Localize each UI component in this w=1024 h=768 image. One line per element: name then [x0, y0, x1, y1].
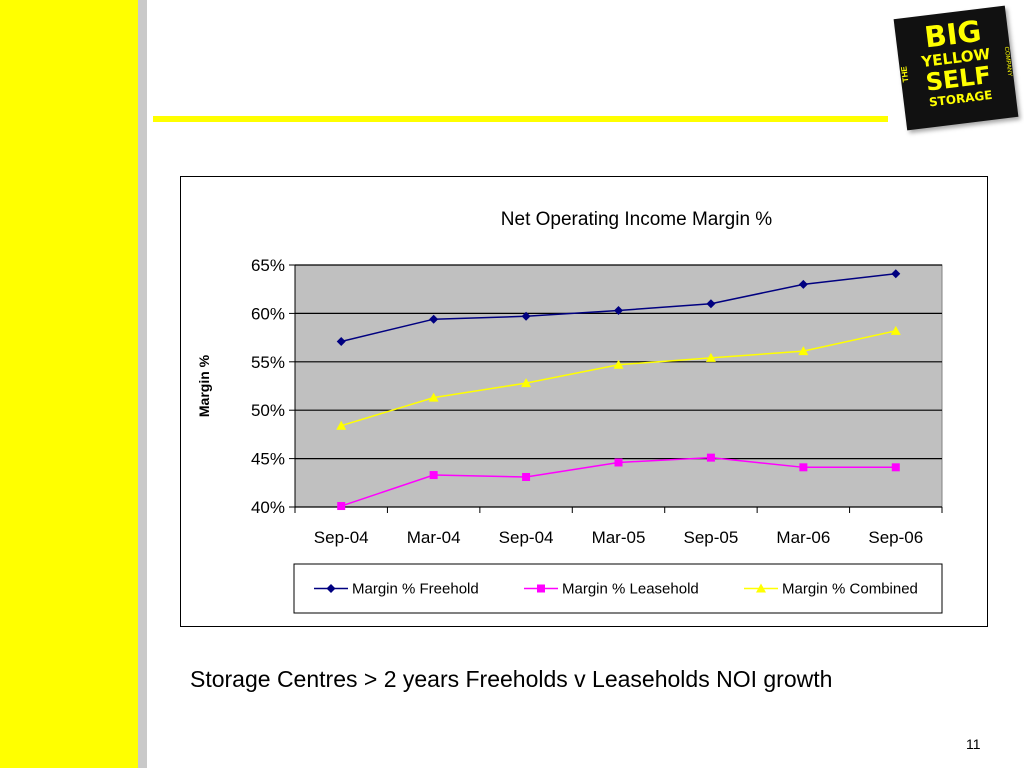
data-point — [521, 378, 532, 388]
x-tick-label: Sep-04 — [314, 528, 369, 547]
data-point — [337, 502, 346, 511]
left-accent-bar-edge — [138, 0, 147, 768]
legend-swatch-marker — [326, 584, 336, 593]
left-accent-bar — [0, 0, 138, 768]
data-point — [705, 352, 716, 362]
legend-label: Margin % Freehold — [352, 581, 479, 598]
data-point — [429, 314, 439, 324]
logo-wordmark: BIG YELLOW SELF STORAGE — [911, 14, 1001, 110]
data-point — [891, 269, 901, 279]
data-point — [706, 299, 716, 309]
y-tick-label: 45% — [251, 450, 285, 469]
data-point — [798, 279, 808, 289]
x-tick-label: Sep-05 — [684, 528, 739, 547]
data-point — [521, 311, 531, 321]
data-point — [336, 336, 346, 346]
page-number: 11 — [966, 736, 981, 752]
x-tick-label: Mar-06 — [776, 528, 830, 547]
data-point — [890, 325, 901, 335]
data-point — [429, 471, 438, 480]
x-tick-label: Sep-06 — [868, 528, 923, 547]
data-point — [614, 305, 623, 315]
y-tick-label: 60% — [251, 304, 285, 323]
slide-caption: Storage Centres > 2 years Freeholds v Le… — [190, 666, 833, 692]
y-tick-label: 50% — [251, 401, 285, 420]
legend-swatch-marker — [756, 583, 766, 593]
data-point — [336, 420, 347, 430]
data-point — [891, 463, 900, 472]
legend — [293, 563, 943, 614]
y-tick-label: 40% — [251, 498, 285, 517]
chart-title: Net Operating Income Margin % — [501, 209, 773, 230]
data-point — [522, 472, 531, 481]
y-tick-label: 65% — [251, 256, 285, 275]
y-tick-label: 55% — [251, 353, 285, 372]
x-tick-label: Mar-05 — [592, 528, 646, 547]
data-point — [798, 346, 809, 356]
legend-label: Margin % Combined — [782, 581, 918, 598]
plot-area — [294, 264, 943, 508]
line-chart: Net Operating Income Margin % 40% 45% 50% 55… — [196, 209, 943, 614]
chart-frame: Net Operating Income Margin % 40% 45% 50% 55… — [180, 176, 988, 627]
legend-swatch-marker — [537, 584, 545, 593]
data-point — [614, 458, 623, 467]
data-point — [428, 392, 439, 402]
big-yellow-logo: THE BIG YELLOW SELF STORAGE COMPANY — [893, 5, 1019, 131]
data-point — [613, 359, 624, 369]
top-divider — [153, 116, 888, 122]
data-point — [799, 463, 808, 472]
y-axis-label: Margin % — [196, 354, 212, 417]
x-tick-label: Sep-04 — [499, 528, 554, 547]
legend-label: Margin % Leasehold — [562, 581, 699, 598]
data-point — [706, 453, 715, 462]
x-tick-label: Mar-04 — [407, 528, 461, 547]
